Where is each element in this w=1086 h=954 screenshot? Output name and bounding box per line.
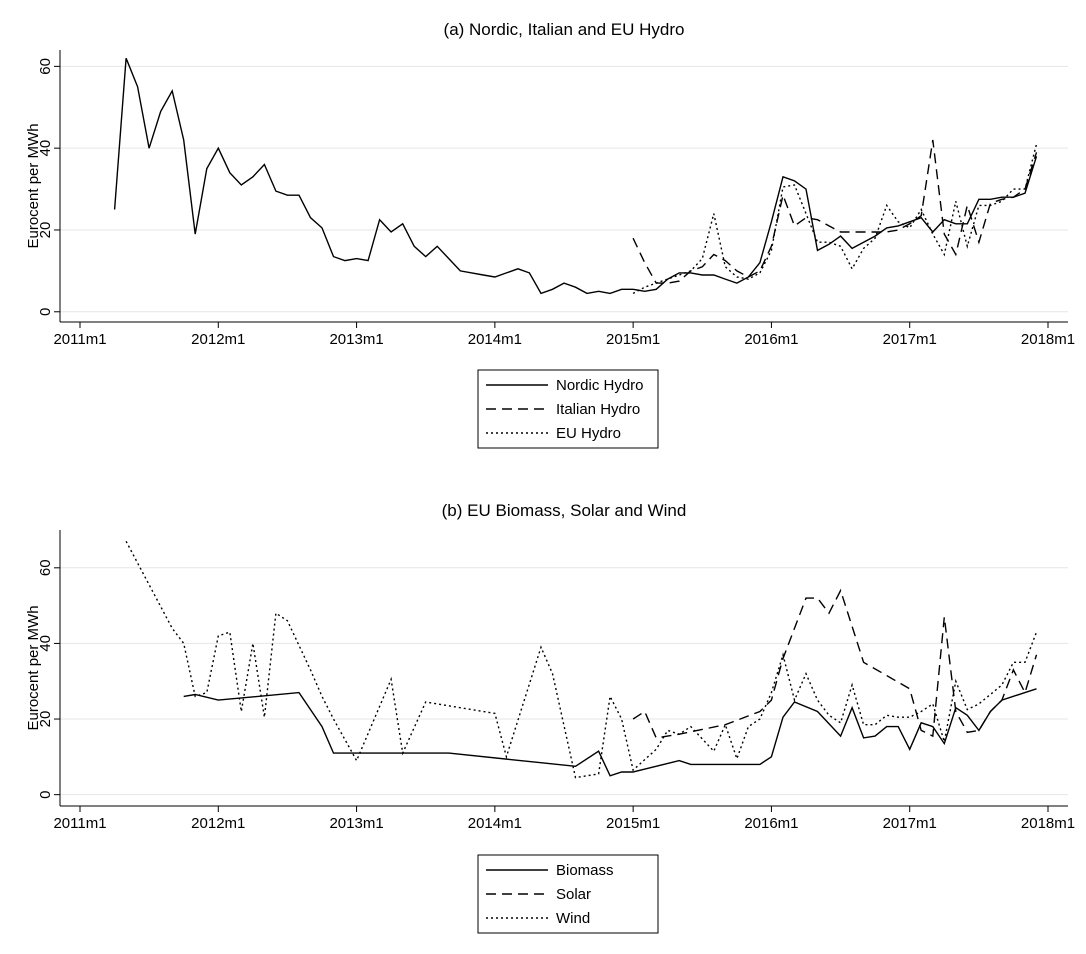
chart-title: (b) EU Biomass, Solar and Wind <box>442 501 687 520</box>
y-tick-label: 60 <box>37 58 54 75</box>
x-tick-label: 2016m1 <box>744 815 798 832</box>
x-tick-label: 2012m1 <box>191 815 245 832</box>
legend-label: Solar <box>556 886 591 903</box>
y-tick-label: 0 <box>37 790 54 798</box>
x-tick-label: 2014m1 <box>468 815 522 832</box>
x-tick-label: 2014m1 <box>468 331 522 348</box>
chart-title: (a) Nordic, Italian and EU Hydro <box>444 20 685 39</box>
legend-label: Biomass <box>556 862 614 879</box>
x-tick-label: 2013m1 <box>329 331 383 348</box>
y-tick-label: 0 <box>37 308 54 316</box>
x-tick-label: 2016m1 <box>744 331 798 348</box>
x-tick-label: 2018m1 <box>1021 331 1075 348</box>
x-tick-label: 2015m1 <box>606 331 660 348</box>
series-line <box>632 139 1038 284</box>
x-tick-label: 2013m1 <box>329 815 383 832</box>
series-line <box>183 688 1037 777</box>
y-tick-label: 40 <box>37 140 54 157</box>
y-tick-label: 20 <box>37 711 54 728</box>
series-line <box>125 540 1038 779</box>
x-tick-label: 2012m1 <box>191 331 245 348</box>
series-line <box>632 588 1038 739</box>
series-line <box>632 143 1038 295</box>
x-tick-label: 2011m1 <box>53 815 106 832</box>
x-tick-label: 2011m1 <box>53 331 106 348</box>
x-tick-label: 2015m1 <box>606 815 660 832</box>
x-tick-label: 2017m1 <box>883 815 937 832</box>
y-tick-label: 20 <box>37 222 54 239</box>
legend-label: Nordic Hydro <box>556 377 644 394</box>
y-tick-label: 60 <box>37 559 54 576</box>
series-line <box>113 57 1038 295</box>
legend-label: EU Hydro <box>556 425 621 442</box>
legend-label: Wind <box>556 910 590 927</box>
y-axis-label: Eurocent per MWh <box>25 123 42 248</box>
x-tick-label: 2017m1 <box>883 331 937 348</box>
x-tick-label: 2018m1 <box>1021 815 1075 832</box>
y-tick-label: 40 <box>37 635 54 652</box>
y-axis-label: Eurocent per MWh <box>25 605 42 730</box>
legend-label: Italian Hydro <box>556 401 640 418</box>
